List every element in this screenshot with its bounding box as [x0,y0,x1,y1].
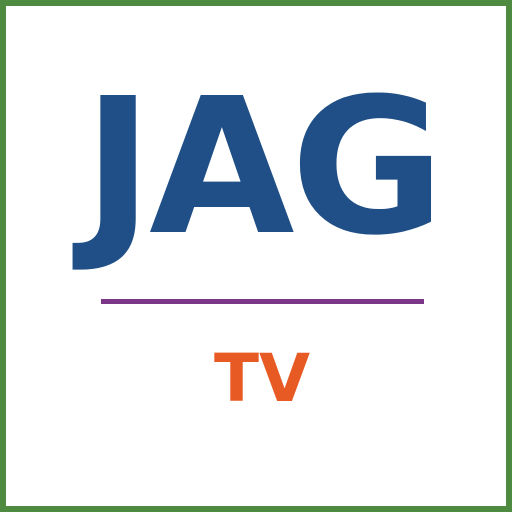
logo-subtitle: TV [213,340,311,417]
logo-title: JAG [83,58,445,277]
logo-divider [101,299,424,304]
